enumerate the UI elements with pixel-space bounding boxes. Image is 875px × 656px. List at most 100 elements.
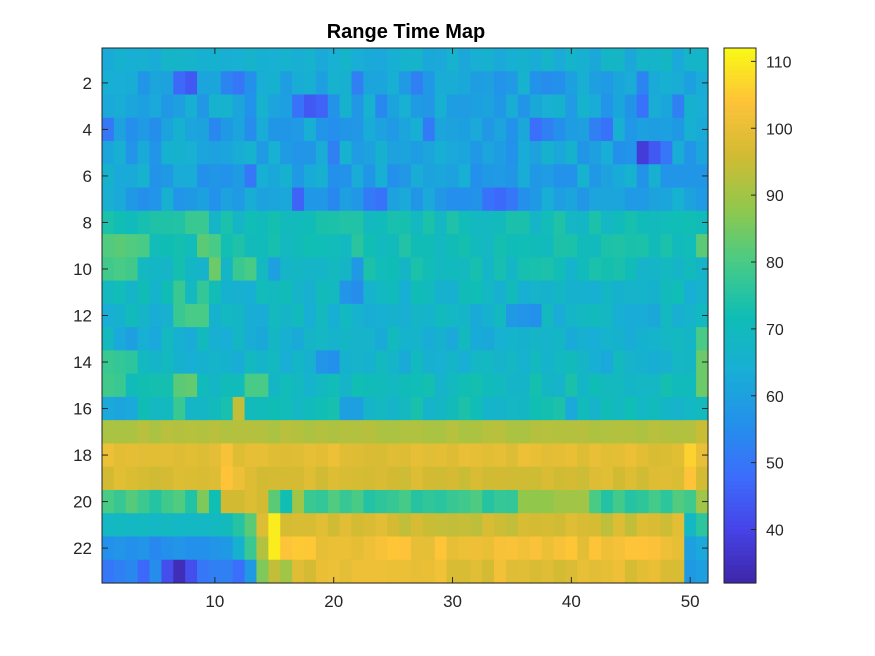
heatmap-cell: [660, 234, 673, 258]
heatmap-cell: [684, 71, 697, 96]
colorbar-segment: [724, 155, 756, 161]
heatmap-cell: [696, 187, 709, 212]
heatmap-cell: [185, 466, 198, 491]
heatmap-cell: [422, 396, 436, 421]
heatmap-cell: [280, 257, 293, 282]
heatmap-cell: [339, 117, 353, 142]
heatmap-cell: [161, 350, 174, 375]
heatmap-cell: [553, 443, 567, 468]
heatmap-cell: [422, 536, 436, 561]
colorbar-tick-label: 50: [766, 456, 784, 473]
heatmap-cell: [434, 350, 448, 375]
heatmap-cell: [102, 536, 115, 561]
heatmap-cell: [589, 489, 602, 514]
heatmap-cell: [232, 48, 246, 72]
heatmap-cell: [636, 466, 650, 491]
heatmap-cell: [422, 443, 436, 468]
heatmap-cell: [648, 327, 662, 351]
heatmap-cell: [506, 303, 519, 328]
heatmap-cell: [696, 559, 709, 584]
colorbar-segment: [724, 190, 756, 196]
heatmap-cell: [363, 396, 376, 421]
heatmap-cell: [446, 187, 460, 212]
colorbar-segment: [724, 146, 756, 152]
heatmap-cell: [363, 141, 376, 165]
colorbar-segment: [724, 123, 756, 129]
colorbar-segment: [724, 324, 756, 330]
colorbar-segment: [724, 418, 756, 424]
heatmap-cell: [197, 373, 210, 398]
heatmap-cell: [161, 443, 174, 468]
heatmap-cell: [149, 94, 163, 119]
heatmap-cell: [173, 373, 186, 398]
heatmap-cell: [375, 164, 388, 189]
colorbar-segment: [724, 137, 756, 143]
heatmap-cell: [434, 234, 448, 258]
heatmap-cell: [137, 536, 151, 561]
colorbar-tick-label: 110: [766, 54, 792, 71]
heatmap-cell: [197, 71, 210, 96]
heatmap-cell: [601, 141, 614, 165]
heatmap-cell: [125, 71, 139, 96]
heatmap-cell: [446, 466, 460, 491]
heatmap-cell: [315, 559, 329, 584]
heatmap-cell: [458, 489, 471, 514]
heatmap-cell: [660, 164, 673, 189]
heatmap-cell: [636, 373, 650, 398]
heatmap-cell: [137, 489, 151, 514]
heatmap-cell: [125, 303, 139, 328]
heatmap-cell: [399, 350, 412, 375]
heatmap-cell: [517, 420, 531, 445]
heatmap-cell: [137, 164, 151, 189]
heatmap-cell: [553, 141, 567, 165]
heatmap-cell: [197, 280, 210, 305]
heatmap-cell: [517, 303, 531, 328]
heatmap-cell: [470, 327, 483, 351]
heatmap-cell: [422, 117, 436, 142]
heatmap-cell: [327, 164, 341, 189]
heatmap-cell: [387, 141, 400, 165]
heatmap-cell: [102, 559, 115, 584]
heatmap-cell: [125, 48, 139, 72]
heatmap-cell: [363, 350, 376, 375]
heatmap-cell: [280, 536, 293, 561]
heatmap-cell: [339, 187, 353, 212]
colorbar-segment: [724, 217, 756, 223]
heatmap-cell: [434, 536, 448, 561]
heatmap-cell: [541, 536, 555, 561]
heatmap-cell: [541, 373, 555, 398]
heatmap-cell: [494, 420, 507, 445]
colorbar-segment: [724, 551, 756, 557]
heatmap-cell: [197, 513, 210, 538]
heatmap-cell: [648, 536, 662, 561]
heatmap-cell: [565, 559, 578, 584]
heatmap-cell: [185, 489, 198, 514]
heatmap-cell: [660, 48, 673, 72]
heatmap-cell: [636, 303, 650, 328]
colorbar-segment: [724, 239, 756, 245]
heatmap-cell: [125, 373, 139, 398]
heatmap-cell: [244, 559, 258, 584]
heatmap-cell: [696, 94, 709, 119]
heatmap-cell: [149, 187, 163, 212]
heatmap-cell: [232, 164, 246, 189]
colorbar-segment: [724, 195, 756, 201]
heatmap-cell: [517, 466, 531, 491]
heatmap-cell: [208, 443, 222, 468]
heatmap-cell: [696, 327, 709, 351]
colorbar-segment: [724, 61, 756, 67]
heatmap-cell: [173, 94, 186, 119]
heatmap-cell: [470, 210, 483, 235]
heatmap-cell: [256, 536, 269, 561]
heatmap-cell: [410, 257, 424, 282]
colorbar-segment: [724, 507, 756, 513]
heatmap-cell: [208, 303, 222, 328]
heatmap-cell: [446, 117, 460, 142]
heatmap-cell: [363, 466, 376, 491]
colorbar-segment: [724, 177, 756, 183]
heatmap-cell: [149, 303, 163, 328]
heatmap-cell: [315, 71, 329, 96]
heatmap-cell: [446, 443, 460, 468]
heatmap-cell: [612, 280, 626, 305]
heatmap-cell: [280, 489, 293, 514]
